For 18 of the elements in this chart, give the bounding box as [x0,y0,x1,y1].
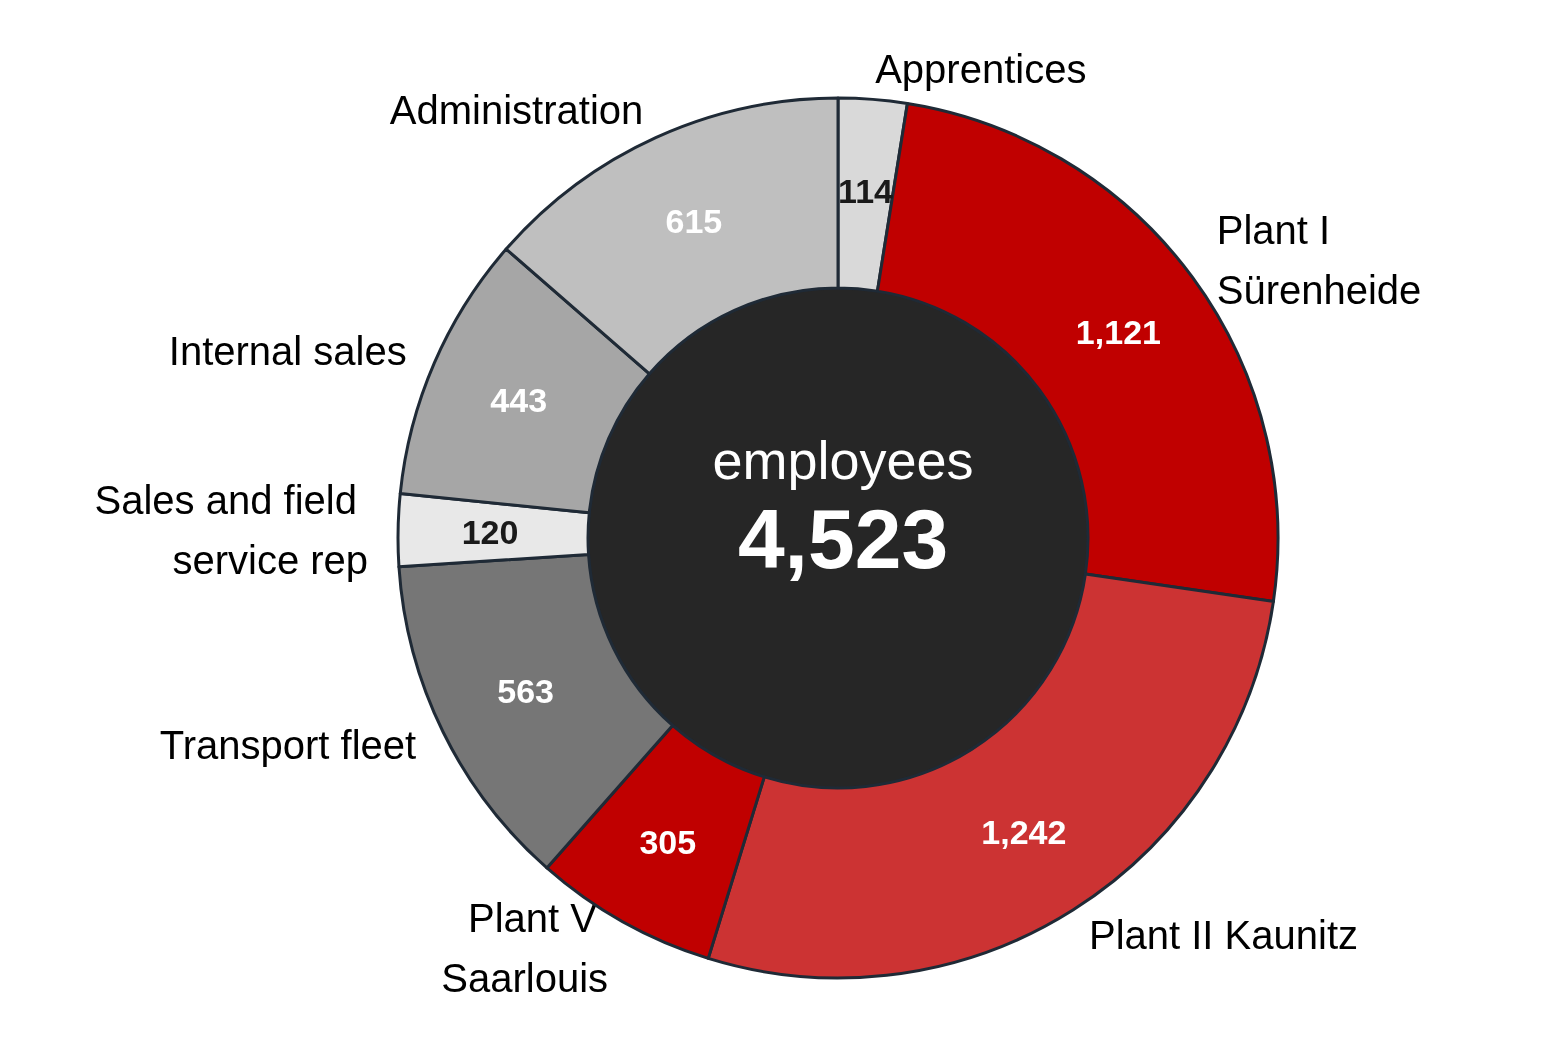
slice-label: Internal sales [168,329,407,374]
text: employees [712,430,974,490]
text: 4,523 [737,492,949,586]
data-label: 305 [639,822,697,861]
data-label: 443 [490,380,548,419]
data-label: 120 [461,512,519,551]
slice-label: Sales and field service rep [94,477,369,582]
data-label: 114 [838,172,894,211]
slice-label: Plant I Sürenheide [1216,207,1422,312]
slice-label: Administration [389,88,644,133]
slice-label: Apprentices [875,47,1087,92]
data-label: 1,242 [981,813,1067,852]
data-label: 1,121 [1075,312,1161,351]
data-label: 615 [665,202,723,241]
slice-label: Plant II Kaunitz [1088,913,1359,958]
data-label: 563 [497,672,555,711]
slice-label: Plant V Saarlouis [441,895,609,1000]
slice-label: Transport fleet [159,723,417,768]
